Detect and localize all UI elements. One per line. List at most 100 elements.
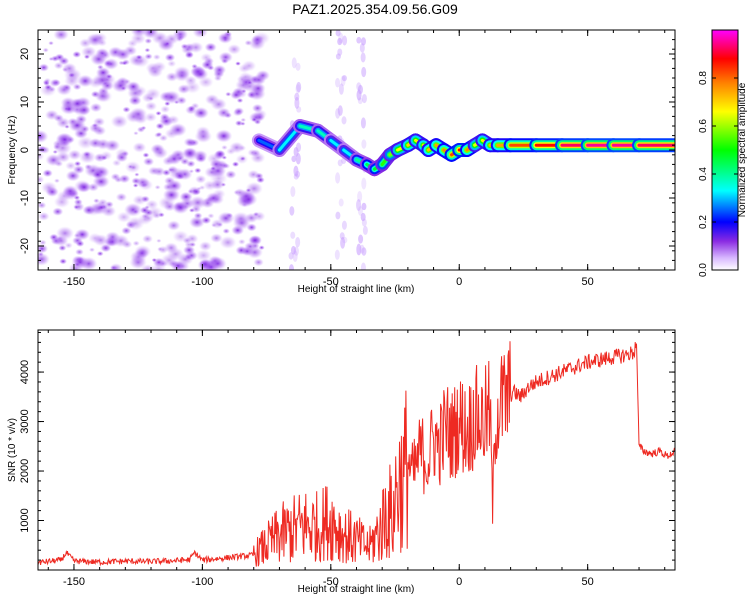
heatmap-cell <box>295 62 301 71</box>
heatmap-cell <box>101 80 109 87</box>
heatmap-cell <box>217 211 235 225</box>
heatmap-cell <box>132 209 139 215</box>
heatmap-cell <box>97 39 108 47</box>
heatmap-cell <box>204 166 220 179</box>
heatmap-cell <box>206 152 222 165</box>
heatmap-cell <box>51 78 62 87</box>
heatmap-cell <box>221 144 228 151</box>
heatmap-cell <box>139 206 150 215</box>
heatmap-cell <box>295 170 301 178</box>
heatmap-cell <box>65 170 81 182</box>
heatmap-noise <box>38 30 368 270</box>
heatmap-cell <box>342 236 348 244</box>
spectrogram-x-ticks: -150 -100 -50 0 50 <box>47 30 666 288</box>
heatmap-cell <box>142 157 155 166</box>
heatmap-cell <box>83 54 91 60</box>
heatmap-cell <box>110 173 121 181</box>
heatmap-cell <box>122 106 131 113</box>
heatmap-cell <box>359 244 365 254</box>
heatmap-cell <box>53 178 60 184</box>
heatmap-cell <box>360 37 366 46</box>
heatmap-cell <box>167 167 174 172</box>
x-tick-label: 50 <box>582 576 594 588</box>
heatmap-cell <box>48 40 54 46</box>
heatmap-cell <box>254 119 262 125</box>
heatmap-cell <box>335 211 341 220</box>
heatmap-cell <box>94 89 111 103</box>
heatmap-cell <box>142 152 150 158</box>
heatmap-cell <box>155 110 162 116</box>
heatmap-cell <box>164 41 171 46</box>
heatmap-cell <box>110 265 118 270</box>
heatmap-cell <box>211 222 217 228</box>
heatmap-cell <box>358 234 364 244</box>
y-tick-label: 3000 <box>19 409 31 433</box>
heatmap-cell <box>256 176 265 184</box>
heatmap-cell <box>115 48 131 61</box>
heatmap-cell <box>222 37 228 42</box>
heatmap-cell <box>53 61 64 70</box>
heatmap-cell <box>75 240 85 247</box>
heatmap-cell <box>192 30 208 39</box>
heatmap-cell <box>212 64 227 76</box>
heatmap-cell <box>295 153 301 165</box>
heatmap-cell <box>361 247 367 256</box>
x-tick-label: -150 <box>63 576 85 588</box>
heatmap-cell <box>361 177 367 190</box>
heatmap-cell <box>156 238 162 243</box>
heatmap-cell <box>53 30 69 41</box>
heatmap-cell <box>92 234 109 247</box>
heatmap-cell <box>360 117 366 129</box>
heatmap-cell <box>210 233 223 243</box>
figure-title: PAZ1.2025.354.09.56.G09 <box>292 1 458 17</box>
snr-y-label: SNR (10 * v/v) <box>7 418 18 482</box>
heatmap-cell <box>38 129 49 144</box>
heatmap-cell <box>338 198 344 207</box>
heatmap-cell <box>126 216 145 231</box>
heatmap-cell <box>227 43 242 55</box>
heatmap-cell <box>175 36 184 43</box>
snr-panel: -150 -100 -50 0 50 1000 2000 3000 4000 Height o… <box>7 329 676 595</box>
heatmap-cell <box>176 173 185 180</box>
heatmap-cell <box>201 60 214 70</box>
heatmap-cell <box>89 102 103 113</box>
heatmap-cell <box>294 97 300 109</box>
heatmap-cell <box>198 259 209 268</box>
heatmap-cell <box>157 246 164 252</box>
x-tick-label: 0 <box>456 276 462 288</box>
heatmap-cell <box>53 235 69 247</box>
heatmap-cell <box>75 248 84 256</box>
heatmap-cell <box>77 104 91 116</box>
heatmap-cell <box>40 181 58 194</box>
heatmap-cell <box>238 238 246 245</box>
heatmap-cell <box>340 75 346 87</box>
heatmap-cell <box>67 117 78 126</box>
heatmap-cell <box>204 42 217 52</box>
heatmap-cell <box>144 47 151 53</box>
heatmap-cell <box>73 233 81 239</box>
heatmap-cell <box>130 165 137 170</box>
heatmap-cell <box>293 246 299 256</box>
heatmap-cell <box>52 143 62 151</box>
heatmap-cell <box>38 211 50 221</box>
heatmap-cell <box>192 68 209 81</box>
heatmap-cell <box>72 50 82 58</box>
heatmap-cell <box>240 117 247 123</box>
snr-x-ticks: -150 -100 -50 0 50 <box>47 330 666 588</box>
heatmap-cell <box>188 216 205 229</box>
heatmap-cell <box>112 234 130 248</box>
heatmap-cell <box>147 166 160 176</box>
heatmap-cell <box>52 149 58 154</box>
heatmap-cell <box>244 39 253 46</box>
heatmap-cell <box>84 203 102 217</box>
heatmap-cell <box>290 186 296 198</box>
heatmap-cell <box>96 250 104 257</box>
heatmap-cell <box>225 170 237 179</box>
heatmap-cell <box>152 212 162 219</box>
heatmap-cell <box>155 122 165 130</box>
colorbar-tick-label: 0.8 <box>698 71 709 85</box>
heatmap-cell <box>239 192 258 207</box>
heatmap-cell <box>38 252 50 266</box>
heatmap-cell <box>360 212 366 222</box>
